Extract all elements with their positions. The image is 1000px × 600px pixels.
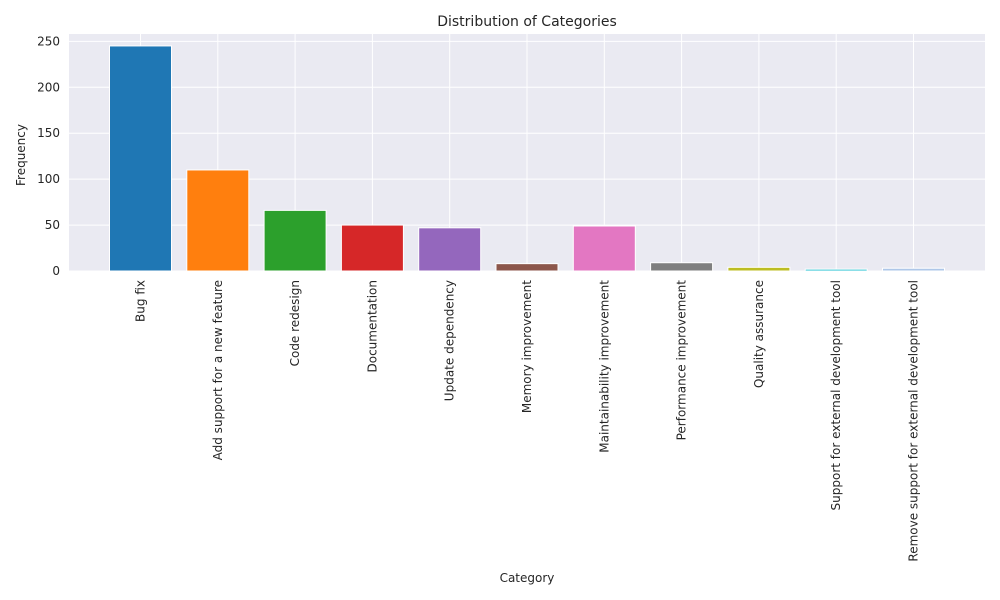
x-tick-label: Bug fix bbox=[134, 280, 148, 322]
bar bbox=[804, 268, 868, 272]
x-axis-ticks: Bug fix Add support for a new feature Code… bbox=[134, 280, 921, 562]
x-tick-label: Support for external development tool bbox=[829, 280, 843, 510]
bar bbox=[186, 169, 250, 272]
x-tick-label: Quality assurance bbox=[752, 280, 766, 388]
bar bbox=[418, 227, 482, 272]
x-tick-label: Add support for a new feature bbox=[211, 280, 225, 460]
y-tick-label: 50 bbox=[45, 218, 60, 232]
bar bbox=[650, 262, 714, 272]
bars bbox=[109, 45, 945, 272]
bar bbox=[727, 266, 791, 272]
bar bbox=[572, 225, 636, 272]
y-tick-label: 200 bbox=[37, 80, 60, 94]
bar bbox=[263, 209, 327, 272]
y-axis-label: Frequency bbox=[14, 124, 28, 186]
bar bbox=[109, 45, 172, 272]
x-tick-label: Performance improvement bbox=[675, 280, 689, 441]
chart-title: Distribution of Categories bbox=[437, 14, 617, 30]
y-tick-label: 100 bbox=[37, 172, 60, 186]
y-axis-ticks: 0 50 100 150 200 250 bbox=[37, 34, 60, 278]
bar bbox=[340, 224, 404, 272]
x-tick-label: Update dependency bbox=[443, 280, 457, 401]
x-tick-label: Remove support for external development … bbox=[907, 280, 921, 562]
y-tick-label: 250 bbox=[37, 34, 60, 48]
y-tick-label: 0 bbox=[52, 264, 60, 278]
x-axis-label: Category bbox=[500, 571, 555, 585]
y-tick-label: 150 bbox=[37, 126, 60, 140]
x-tick-label: Code redesign bbox=[288, 280, 302, 366]
x-tick-label: Memory improvement bbox=[520, 280, 534, 413]
x-tick-label: Documentation bbox=[365, 280, 379, 373]
bar bbox=[495, 263, 559, 272]
bar bbox=[882, 267, 945, 272]
x-tick-label: Maintainability improvement bbox=[597, 280, 611, 453]
